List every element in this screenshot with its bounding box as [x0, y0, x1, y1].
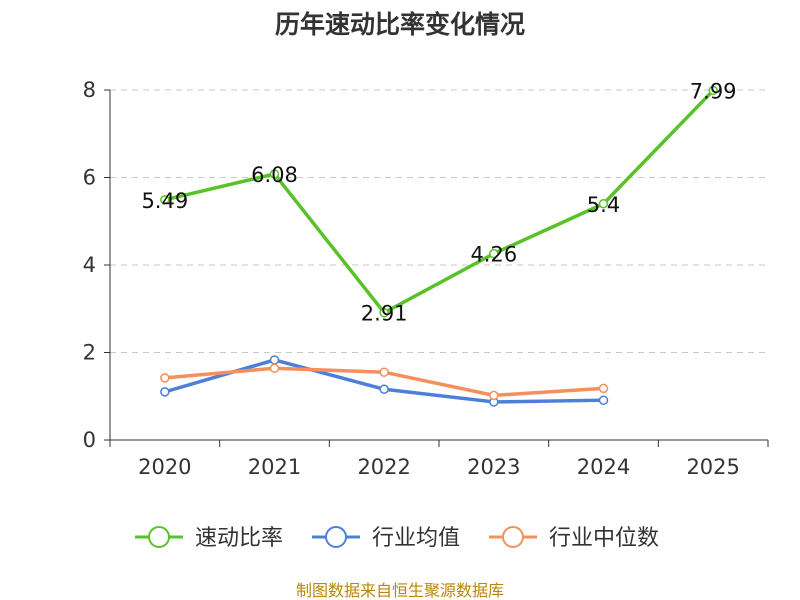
- data-label: 6.08: [251, 163, 298, 187]
- x-tick-label: 2024: [577, 455, 630, 479]
- y-tick-label: 6: [83, 166, 96, 190]
- data-point: [160, 195, 170, 205]
- chart-title: 历年速动比率变化情况: [275, 10, 525, 39]
- data-label: 5.49: [141, 189, 188, 213]
- data-point: [269, 363, 280, 373]
- y-tick-label: 4: [83, 253, 96, 277]
- x-tick-label: 2025: [686, 455, 739, 479]
- data-point: [160, 387, 170, 397]
- data-point: [598, 199, 609, 209]
- legend[interactable]: 速动比率 行业均值 行业中位数: [135, 526, 659, 551]
- legend-marker-2[interactable]: [502, 526, 524, 548]
- series-line-0: [163, 88, 715, 315]
- data-point: [708, 85, 718, 96]
- data-point: [160, 373, 170, 383]
- data-label: 5.4: [587, 193, 620, 217]
- series-group: [160, 85, 718, 407]
- data-point: [379, 384, 389, 394]
- axes: 0 2 4 6 8 2020 2021 2022 2023 2024 2025: [83, 78, 769, 479]
- gridlines: [110, 89, 768, 353]
- legend-label-0[interactable]: 速动比率: [195, 526, 283, 551]
- legend-marker-0[interactable]: [148, 526, 170, 548]
- data-point: [269, 169, 280, 179]
- data-labels: 5.49 6.08 2.91 4.26 5.4 7.99: [141, 79, 736, 325]
- x-tick-label: 2020: [138, 455, 191, 479]
- x-tick-label: 2023: [467, 455, 520, 479]
- x-tick-label: 2021: [248, 455, 301, 479]
- data-point: [489, 390, 499, 401]
- legend-label-1[interactable]: 行业均值: [372, 526, 460, 551]
- data-label: 7.99: [690, 79, 737, 103]
- data-point: [489, 248, 499, 259]
- series-line-1: [163, 358, 606, 404]
- data-point: [379, 307, 389, 318]
- data-point: [379, 367, 389, 377]
- source-note: 制图数据来自恒生聚源数据库: [296, 581, 504, 600]
- data-point: [269, 355, 280, 365]
- legend-marker-1[interactable]: [325, 526, 347, 548]
- legend-label-2[interactable]: 行业中位数: [549, 526, 659, 551]
- y-tick-label: 2: [83, 341, 96, 365]
- x-tick-label: 2022: [357, 455, 410, 479]
- data-label: 2.91: [361, 302, 408, 326]
- data-point: [598, 383, 609, 394]
- y-tick-label: 8: [83, 78, 96, 102]
- y-tick-label: 0: [83, 428, 96, 452]
- data-point: [598, 395, 609, 405]
- data-label: 4.26: [470, 243, 517, 267]
